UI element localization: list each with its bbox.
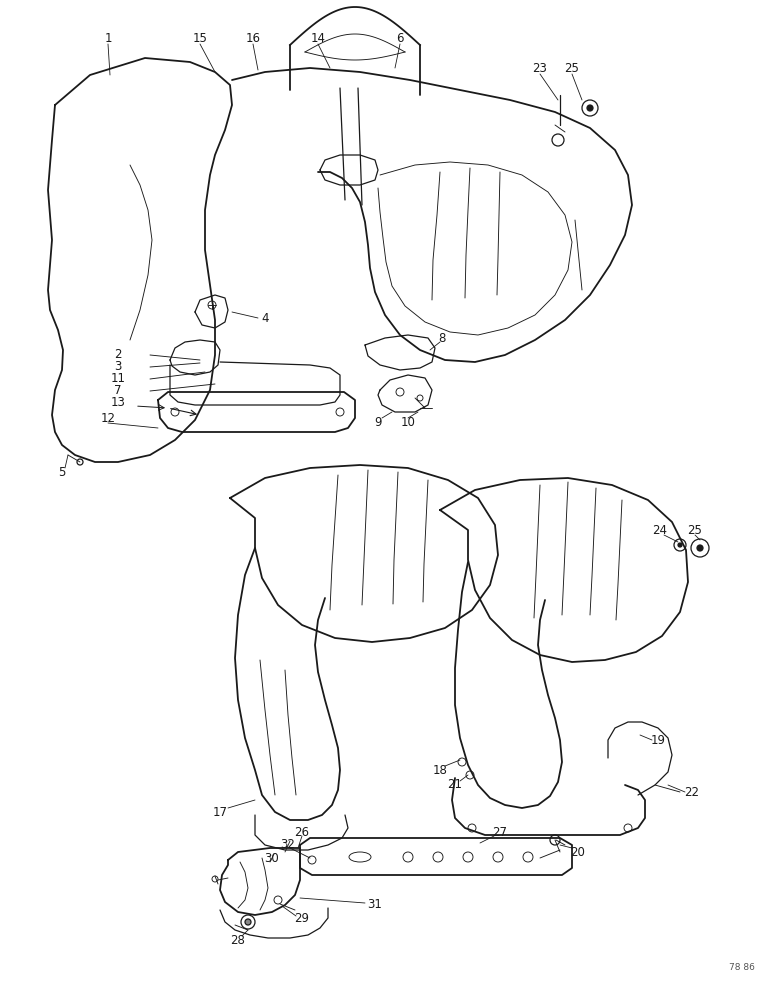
Text: 21: 21 [448, 778, 462, 792]
Text: 27: 27 [493, 826, 507, 838]
Text: 5: 5 [59, 466, 66, 479]
Text: 30: 30 [265, 852, 279, 864]
Text: 14: 14 [310, 31, 326, 44]
Circle shape [245, 919, 251, 925]
Circle shape [678, 543, 682, 547]
Text: 24: 24 [652, 524, 668, 536]
Text: 6: 6 [396, 31, 404, 44]
Text: 26: 26 [294, 826, 310, 838]
Text: 3: 3 [114, 360, 122, 373]
Circle shape [697, 545, 703, 551]
Text: 18: 18 [432, 764, 448, 776]
Text: 8: 8 [438, 332, 445, 344]
Text: 13: 13 [110, 396, 125, 410]
Text: 9: 9 [374, 416, 381, 428]
Text: 78 86: 78 86 [729, 964, 755, 972]
Text: 7: 7 [114, 384, 122, 397]
Text: 29: 29 [294, 912, 310, 924]
Text: 32: 32 [280, 838, 296, 852]
Text: 16: 16 [245, 31, 260, 44]
Text: 1: 1 [104, 31, 112, 44]
Text: 31: 31 [367, 898, 382, 912]
Text: 11: 11 [110, 372, 126, 385]
Text: 23: 23 [533, 62, 547, 75]
Text: 12: 12 [100, 412, 116, 424]
Text: 28: 28 [231, 934, 245, 946]
Text: 10: 10 [401, 416, 415, 428]
Text: 4: 4 [261, 312, 269, 324]
Text: 25: 25 [688, 524, 703, 536]
Text: 17: 17 [212, 806, 228, 818]
Text: 15: 15 [192, 31, 208, 44]
Text: 2: 2 [114, 349, 122, 361]
Text: 19: 19 [651, 734, 665, 746]
Text: 25: 25 [564, 62, 580, 75]
Circle shape [587, 105, 593, 111]
Text: 20: 20 [571, 846, 585, 858]
Text: 22: 22 [685, 786, 699, 798]
